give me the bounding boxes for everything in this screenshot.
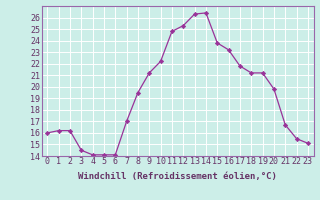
X-axis label: Windchill (Refroidissement éolien,°C): Windchill (Refroidissement éolien,°C) — [78, 172, 277, 181]
